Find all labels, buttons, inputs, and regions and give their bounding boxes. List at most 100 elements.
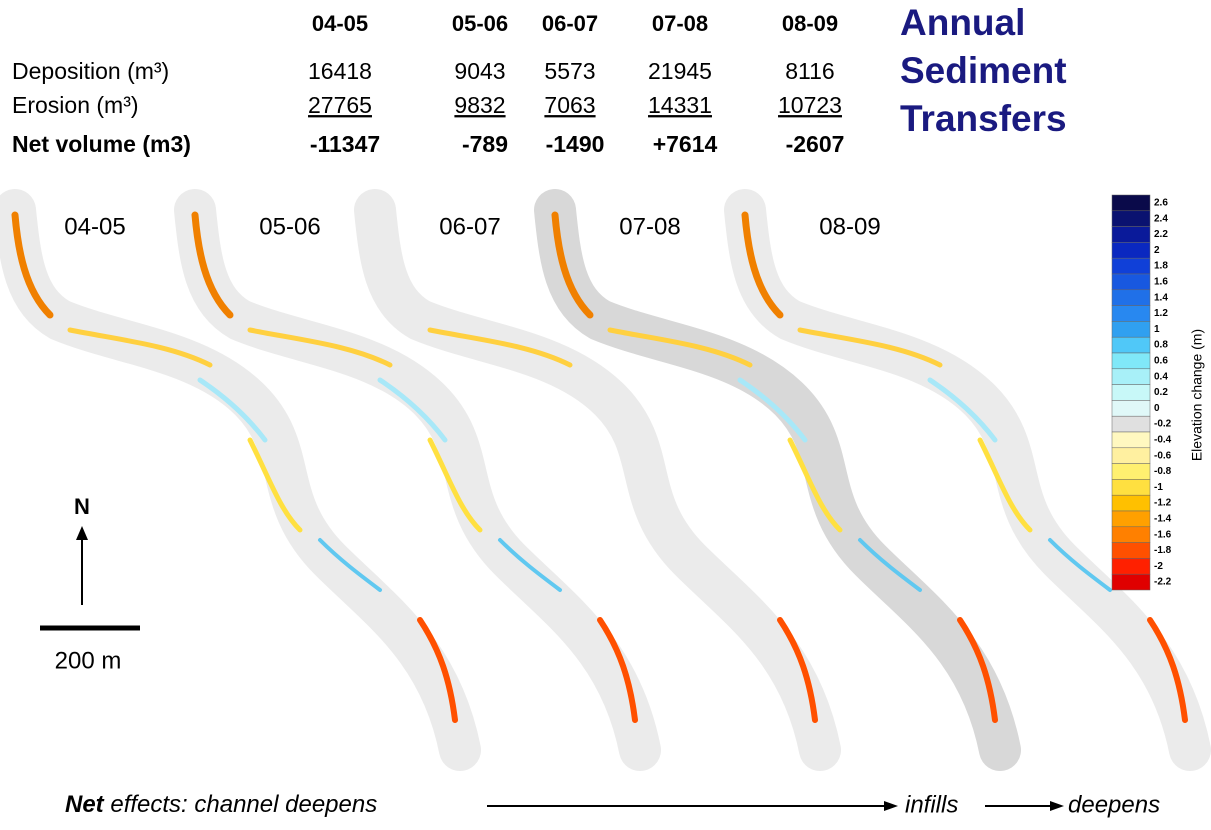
map-label: 06-07	[439, 213, 500, 240]
cell: 8116	[785, 58, 834, 84]
change-streak	[1048, 538, 1112, 592]
colorbar-tick-label: -1.4	[1154, 514, 1172, 525]
change-streak	[597, 617, 638, 723]
colorbar-tick-label: -0.8	[1154, 466, 1172, 477]
colorbar-tick-label: 1.4	[1154, 292, 1168, 303]
colorbar-swatch	[1111, 447, 1151, 464]
change-streak	[551, 211, 594, 319]
colorbar-tick-label: -2.2	[1154, 577, 1172, 588]
row-label: Erosion (m³)	[12, 92, 139, 118]
colorbar-tick-label: -0.2	[1154, 419, 1172, 430]
colorbar-tick-label: -2	[1154, 561, 1163, 572]
footer-bold: Net	[65, 791, 105, 818]
change-streak	[787, 437, 843, 533]
footer-end: deepens	[1068, 791, 1160, 818]
north-arrowhead	[76, 526, 88, 540]
colorbar-tick-label: -1.6	[1154, 529, 1172, 540]
colorbar-swatch	[1111, 257, 1151, 275]
map-panel: 05-06	[174, 189, 661, 771]
arrowhead	[1050, 801, 1064, 811]
colorbar-tick-label: -1	[1154, 482, 1163, 493]
colorbar-tick-label: 0.4	[1154, 371, 1168, 382]
map-label: 07-08	[619, 213, 680, 240]
change-streak	[607, 327, 753, 368]
change-streak	[427, 327, 573, 368]
title-line: Sediment	[900, 50, 1067, 91]
colorbar-tick-label: -1.8	[1154, 545, 1172, 556]
colorbar-swatch	[1111, 526, 1151, 543]
colorbar-swatch	[1111, 273, 1151, 291]
column-header: 04-05	[312, 11, 368, 36]
change-streak	[67, 327, 213, 368]
colorbar-tick-label: 2.6	[1154, 198, 1168, 209]
title-line: Transfers	[900, 98, 1067, 139]
cell: -2607	[786, 131, 845, 157]
cell: 27765	[308, 92, 372, 118]
colorbar-tick-label: 0.8	[1154, 340, 1168, 351]
change-streak	[427, 437, 483, 533]
cell: 14331	[648, 92, 712, 118]
colorbar-swatch	[1111, 400, 1151, 417]
map-panel: 08-09	[724, 189, 1211, 771]
scale-label: 200 m	[55, 647, 122, 674]
colorbar-swatch	[1111, 194, 1151, 212]
map-label: 05-06	[259, 213, 320, 240]
change-streak	[1147, 617, 1188, 723]
title-line: Annual	[900, 2, 1025, 43]
map-panel: 07-08	[534, 189, 1021, 771]
change-streak	[777, 617, 818, 723]
cell: 9043	[454, 58, 505, 84]
colorbar-swatch	[1111, 321, 1151, 338]
cell: +7614	[653, 131, 718, 157]
colorbar-swatch	[1111, 336, 1151, 354]
column-header: 08-09	[782, 11, 838, 36]
maps: 04-05 05-06 06-07 07-08 08-09	[0, 189, 1211, 771]
footer-lead: effects: channel deepens	[110, 791, 377, 818]
change-streak	[737, 377, 808, 443]
cell: 7063	[544, 92, 595, 118]
colorbar-tick-label: 1.2	[1154, 308, 1168, 319]
row-label: Net volume (m3)	[12, 131, 191, 157]
colorbar-swatch	[1111, 573, 1151, 591]
change-streak	[957, 617, 998, 723]
channel	[354, 189, 841, 771]
colorbar-tick-label: 2.4	[1154, 213, 1168, 224]
colorbar-swatch	[1111, 210, 1151, 227]
change-streak	[741, 211, 784, 319]
cell: 5573	[544, 58, 595, 84]
cell: -1490	[546, 131, 605, 157]
colorbar-swatch	[1111, 368, 1151, 385]
change-streak	[197, 377, 268, 443]
colorbar-tick-label: 2.2	[1154, 229, 1168, 240]
colorbar-tick-label: -0.4	[1154, 435, 1172, 446]
colorbar-tick-label: 0	[1154, 403, 1160, 414]
colorbar-tick-label: 0.6	[1154, 356, 1168, 367]
change-streak	[927, 377, 998, 443]
change-streak	[247, 437, 303, 533]
change-streak	[247, 327, 393, 368]
colorbar-tick-label: -0.6	[1154, 450, 1172, 461]
map-label: 08-09	[819, 213, 880, 240]
colorbar-swatch	[1111, 226, 1151, 243]
change-streak	[417, 617, 458, 723]
colorbar-swatch	[1111, 431, 1151, 449]
colorbar-swatch	[1111, 384, 1151, 401]
change-streak	[191, 211, 234, 319]
colorbar-swatch	[1111, 242, 1151, 259]
change-streak	[498, 538, 562, 592]
change-streak	[318, 538, 382, 592]
colorbar-swatch	[1111, 415, 1151, 433]
map-panel: 04-05	[0, 189, 481, 771]
column-header: 07-08	[652, 11, 708, 36]
cell: -789	[462, 131, 508, 157]
row-label: Deposition (m³)	[12, 58, 169, 84]
colorbar-tick-label: 2	[1154, 245, 1160, 256]
colorbar-swatch	[1111, 305, 1151, 322]
colorbar-swatch	[1111, 494, 1151, 512]
change-streak	[377, 377, 448, 443]
colorbar-swatch	[1111, 542, 1151, 559]
footer: Net effects: channel deepens	[65, 791, 377, 818]
change-streak	[858, 538, 922, 592]
